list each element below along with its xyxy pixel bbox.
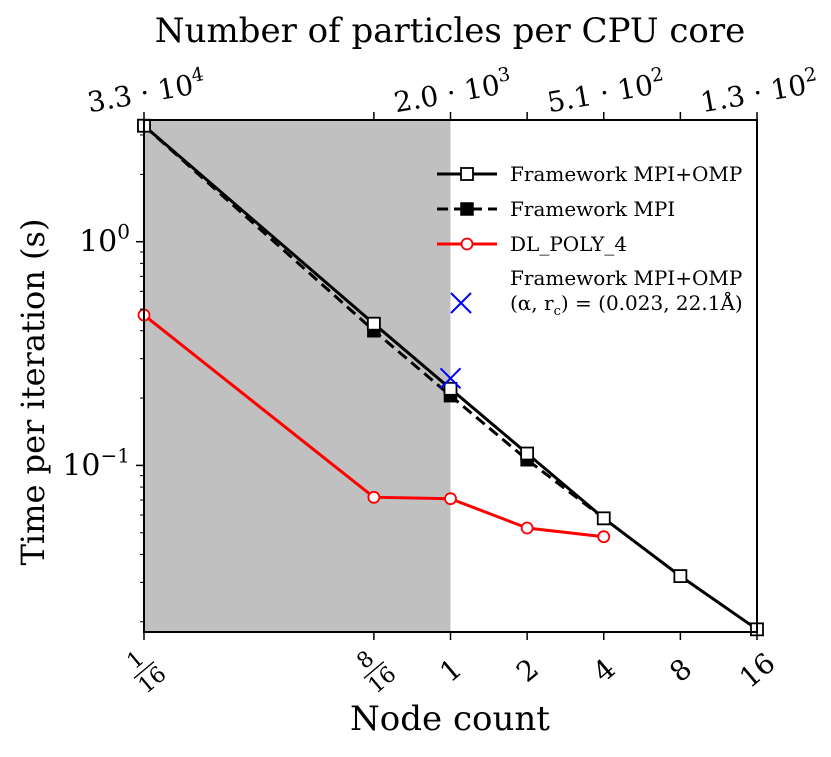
y-tick-label: 100 bbox=[79, 220, 130, 260]
top-tick-exponent: 2 bbox=[649, 63, 665, 87]
series-4 bbox=[439, 367, 462, 390]
legend-marker bbox=[460, 167, 474, 181]
series-1 bbox=[137, 118, 764, 637]
data-point bbox=[673, 569, 688, 584]
legend-item: Framework MPI bbox=[437, 197, 675, 221]
data-point bbox=[439, 367, 462, 390]
y-axis-label: Time per iteration (s) bbox=[14, 219, 52, 566]
data-point bbox=[367, 490, 381, 504]
legend-label: Framework MPI bbox=[510, 197, 675, 221]
shaded-region bbox=[144, 120, 451, 632]
data-point bbox=[520, 446, 535, 461]
data-point bbox=[443, 381, 458, 396]
x-marker-stroke bbox=[450, 292, 472, 314]
legend: Framework MPI+OMP Framework MPI DL_POLY_4 F… bbox=[437, 162, 743, 319]
data-point bbox=[596, 511, 611, 526]
x-marker-stroke bbox=[439, 367, 462, 390]
x-tick-fraction-bar bbox=[363, 661, 385, 679]
legend-param-head: (α, r bbox=[510, 291, 554, 315]
legend-marker bbox=[460, 237, 474, 251]
legend-marker bbox=[450, 292, 472, 314]
legend-label: Framework MPI+OMP bbox=[510, 162, 742, 186]
data-point bbox=[520, 521, 534, 535]
y-tick-label: 10−1 bbox=[62, 443, 130, 483]
top-tick-exponent: 4 bbox=[190, 63, 206, 87]
legend-param-tail: ) = (0.023, 22.1Å) bbox=[561, 290, 743, 315]
legend-label: Framework MPI+OMP bbox=[510, 266, 742, 290]
data-point bbox=[597, 530, 611, 544]
top-tick-exponent: 3 bbox=[496, 63, 512, 87]
top-tick-exponent: 2 bbox=[803, 63, 819, 87]
data-point bbox=[366, 316, 381, 331]
y-tick-base: 10 bbox=[79, 225, 117, 260]
legend-item: Framework MPI+OMP bbox=[437, 162, 742, 186]
legend-label: DL_POLY_4 bbox=[510, 232, 627, 256]
y-tick-exponent: 0 bbox=[117, 220, 130, 244]
x-tick-fraction-bar bbox=[133, 661, 155, 679]
series-layer bbox=[137, 118, 764, 637]
data-point bbox=[444, 492, 457, 506]
legend-item: Framework MPI+OMP(α, rc) = (0.023, 22.1Å… bbox=[450, 266, 743, 319]
x-axis-label: Node count bbox=[350, 699, 550, 739]
legend-label-params: (α, rc) = (0.023, 22.1Å) bbox=[510, 290, 743, 319]
top-axis-title: Number of particles per CPU core bbox=[155, 11, 745, 51]
y-tick-base: 10 bbox=[62, 448, 100, 483]
legend-param-sub: c bbox=[554, 304, 561, 319]
y-tick-exponent: −1 bbox=[101, 443, 130, 467]
series-3 bbox=[137, 308, 611, 544]
legend-marker bbox=[460, 202, 474, 216]
legend-item: DL_POLY_4 bbox=[437, 232, 627, 256]
